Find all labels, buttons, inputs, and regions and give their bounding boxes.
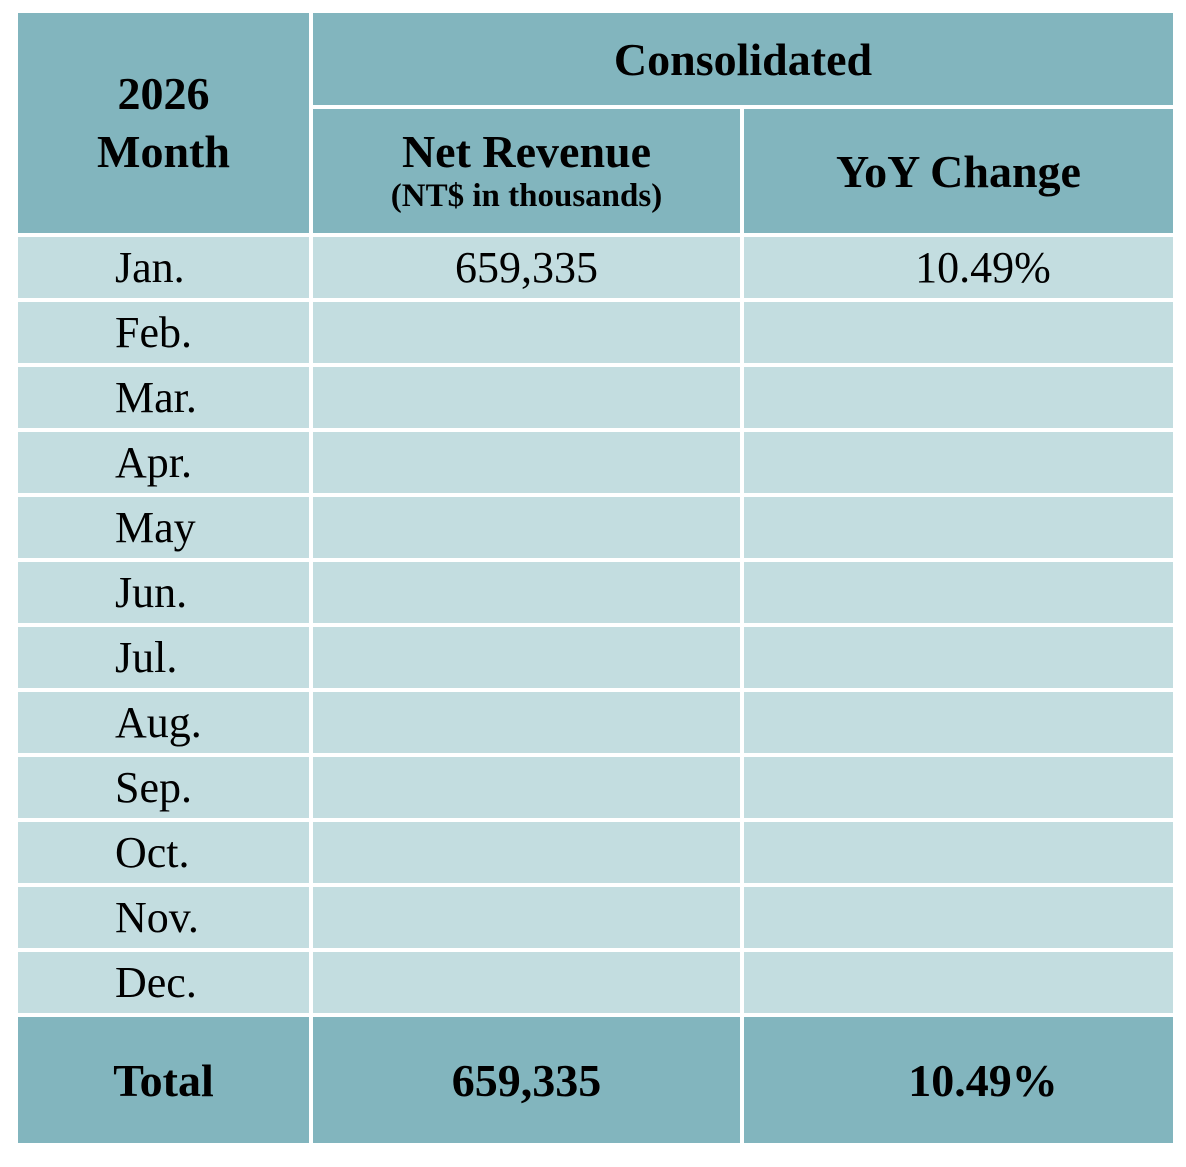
month-cell: Jun. [18,562,313,627]
yoy-cell [744,887,1173,952]
month-cell: Dec. [18,952,313,1017]
consolidated-header: Consolidated [313,13,1173,109]
month-cell: Feb. [18,302,313,367]
table-row: Dec. [18,952,1173,1017]
table-row: Oct. [18,822,1173,887]
year-label: 2026 [117,68,210,119]
month-cell: Sep. [18,757,313,822]
revenue-cell [313,887,744,952]
yoy-cell [744,692,1173,757]
revenue-cell [313,367,744,432]
total-revenue: 659,335 [313,1017,744,1143]
table-row: Aug. [18,692,1173,757]
month-cell: Jan. [18,237,313,302]
yoy-cell [744,302,1173,367]
month-cell: Nov. [18,887,313,952]
revenue-cell [313,822,744,887]
yoy-change-header: YoY Change [744,109,1173,237]
revenue-unit-label: (NT$ in thousands) [390,178,663,214]
yoy-cell [744,627,1173,692]
month-cell: Oct. [18,822,313,887]
net-revenue-label: Net Revenue [401,126,652,177]
month-label: Month [97,126,230,177]
table-row: Jun. [18,562,1173,627]
table-row: Jul. [18,627,1173,692]
yoy-cell [744,497,1173,562]
revenue-cell [313,562,744,627]
yoy-cell [744,757,1173,822]
table-row: Sep. [18,757,1173,822]
revenue-cell [313,627,744,692]
table-row: Feb. [18,302,1173,367]
table-row: Jan. 659,335 10.49% [18,237,1173,302]
yoy-cell [744,432,1173,497]
month-cell: Aug. [18,692,313,757]
revenue-cell [313,302,744,367]
yoy-cell [744,952,1173,1017]
month-cell: Jul. [18,627,313,692]
total-row: Total 659,335 10.49% [18,1017,1173,1143]
yoy-cell [744,367,1173,432]
total-label: Total [18,1017,313,1143]
month-cell: Mar. [18,367,313,432]
yoy-cell [744,562,1173,627]
revenue-cell [313,497,744,562]
table-row: May [18,497,1173,562]
total-yoy: 10.49% [744,1017,1173,1143]
table-row: Nov. [18,887,1173,952]
month-cell: May [18,497,313,562]
net-revenue-header: Net Revenue (NT$ in thousands) [313,109,744,237]
yoy-cell: 10.49% [744,237,1173,302]
table-row: Apr. [18,432,1173,497]
revenue-cell [313,692,744,757]
monthly-revenue-table: 2026 Month Consolidated Net Revenue (NT$… [18,13,1173,1143]
yoy-cell [744,822,1173,887]
revenue-cell [313,757,744,822]
month-column-header: 2026 Month [18,13,313,237]
revenue-cell [313,432,744,497]
table-row: Mar. [18,367,1173,432]
revenue-cell: 659,335 [313,237,744,302]
month-cell: Apr. [18,432,313,497]
revenue-cell [313,952,744,1017]
